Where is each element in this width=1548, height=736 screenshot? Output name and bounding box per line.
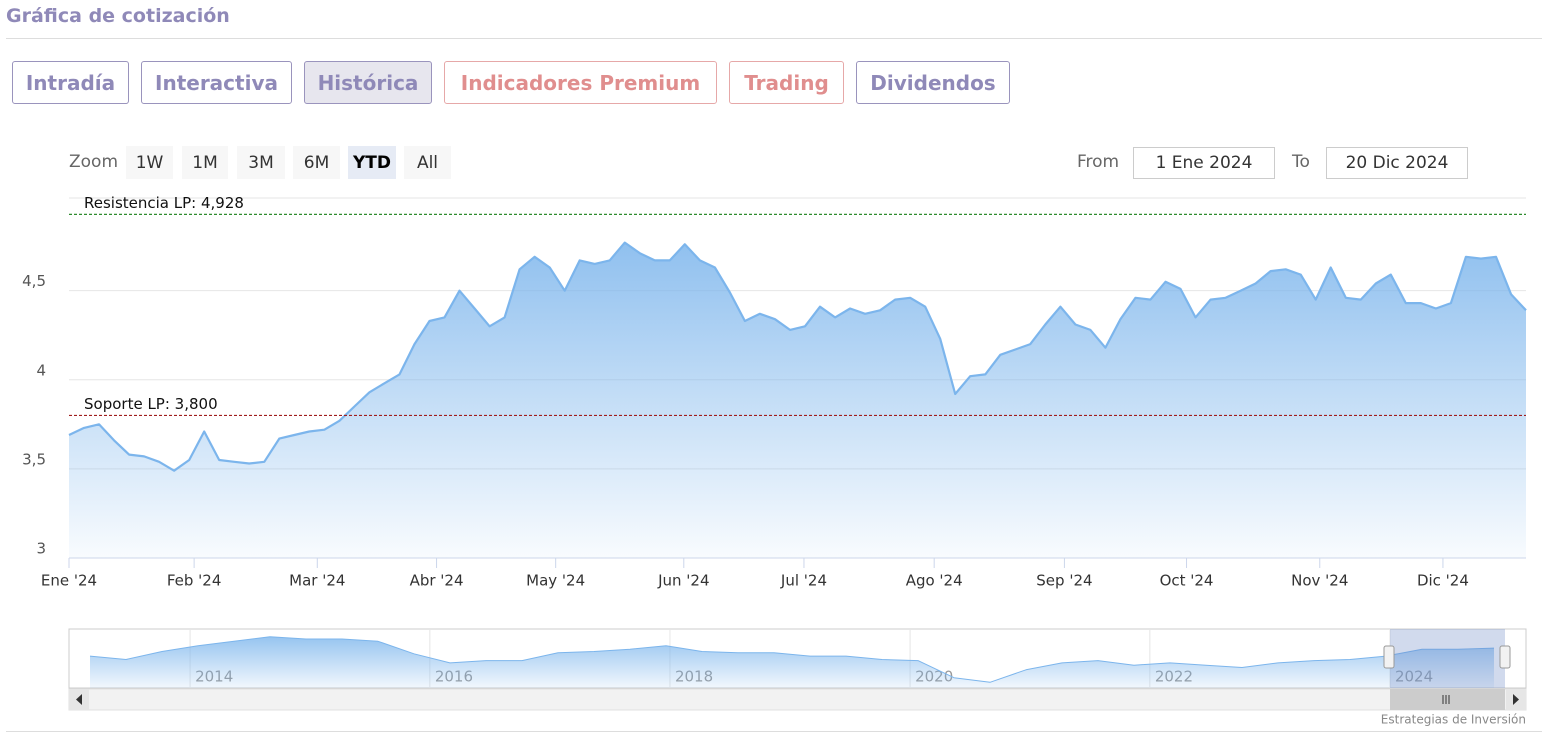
scrollbar-grip — [1442, 695, 1450, 704]
y-tick-label: 3,5 — [22, 450, 46, 468]
area-fill — [69, 242, 1526, 558]
zoom-button[interactable]: 1W — [126, 146, 173, 179]
tab[interactable]: Interactiva — [141, 61, 292, 104]
tab[interactable]: Indicadores Premium — [444, 61, 717, 104]
divider — [6, 731, 1542, 732]
scrollbar-thumb[interactable] — [1390, 689, 1505, 710]
x-tick-label: Mar '24 — [289, 572, 345, 590]
x-tick-label: Nov '24 — [1291, 572, 1348, 590]
scroll-arrow — [76, 694, 82, 705]
x-tick-label: Abr '24 — [410, 572, 464, 590]
x-tick-label: Ene '24 — [41, 572, 97, 590]
divider — [6, 38, 1542, 39]
navigator-handle[interactable] — [1383, 645, 1395, 669]
tab[interactable]: Dividendos — [856, 61, 1010, 104]
x-tick-label: Dic '24 — [1417, 572, 1469, 590]
tab[interactable]: Histórica — [304, 61, 432, 104]
page-title: Gráfica de cotización — [6, 5, 230, 27]
price-line — [89, 636, 1495, 683]
to-label: To — [1292, 152, 1310, 172]
zoom-button[interactable]: YTD — [348, 146, 396, 179]
price-line — [68, 241, 1527, 472]
zoom-button[interactable]: All — [404, 146, 451, 179]
annotation-label: Soporte LP: 3,800 — [84, 395, 218, 413]
zoom-label: Zoom — [69, 152, 119, 172]
x-tick-label: Feb '24 — [167, 572, 222, 590]
x-tick-label: Ago '24 — [906, 572, 963, 590]
x-tick-label: Jun '24 — [657, 572, 709, 590]
navigator-handle[interactable] — [1499, 645, 1511, 669]
tab[interactable]: Intradía — [12, 61, 129, 104]
navigator-selection[interactable] — [1390, 629, 1505, 688]
x-tick-label: Oct '24 — [1160, 572, 1214, 590]
annotation-label: Resistencia LP: 4,928 — [84, 194, 244, 212]
from-label: From — [1077, 152, 1120, 172]
scroll-arrow — [1513, 694, 1519, 705]
x-tick-label: Sep '24 — [1036, 572, 1092, 590]
y-tick-label: 4,5 — [22, 272, 46, 290]
scrollbar-track[interactable] — [68, 688, 1527, 711]
y-tick-label: 3 — [36, 540, 46, 558]
from-input[interactable]: 1 Ene 2024 — [1133, 147, 1275, 179]
zoom-button[interactable]: 3M — [237, 146, 285, 179]
x-tick-label: May '24 — [526, 572, 585, 590]
tab[interactable]: Trading — [729, 61, 844, 104]
credits: Estrategias de Inversión — [1381, 713, 1526, 727]
x-tick-label: Jul '24 — [780, 572, 827, 590]
zoom-button[interactable]: 6M — [293, 146, 340, 179]
zoom-button[interactable]: 1M — [182, 146, 228, 179]
area-fill — [90, 636, 1494, 688]
y-tick-label: 4 — [36, 361, 46, 379]
to-input[interactable]: 20 Dic 2024 — [1326, 147, 1468, 179]
